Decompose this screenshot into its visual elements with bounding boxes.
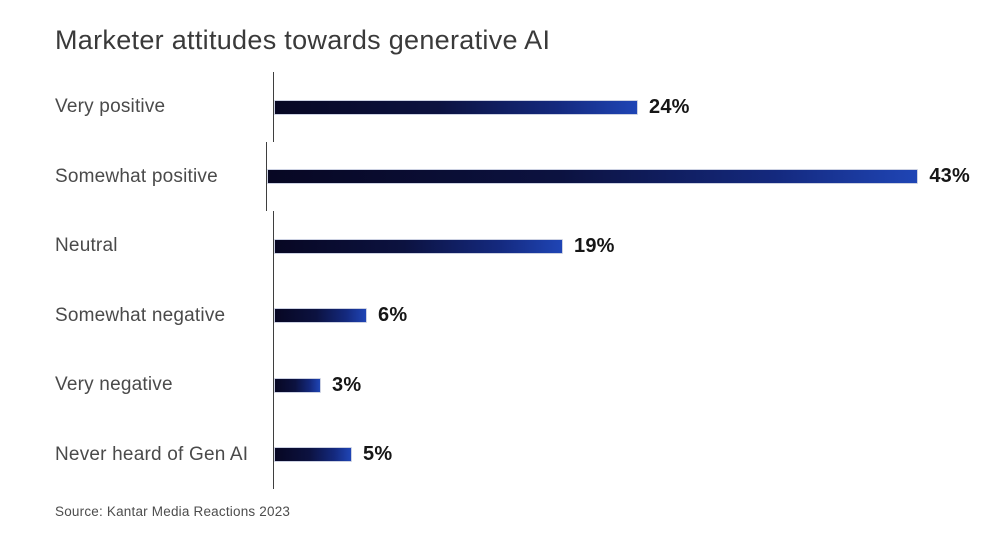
bar-track: 43% bbox=[266, 141, 970, 212]
category-label: Very positive bbox=[55, 96, 166, 118]
category-label: Very negative bbox=[55, 374, 173, 396]
chart-row: Neutral 19% bbox=[55, 211, 970, 281]
chart-row: Very positive 24% bbox=[55, 72, 970, 142]
bar bbox=[274, 447, 352, 463]
chart-row: Somewhat positive 43% bbox=[55, 141, 970, 212]
bar bbox=[274, 308, 367, 324]
bar-track: 19% bbox=[273, 211, 970, 281]
bar bbox=[274, 377, 321, 393]
category-label: Neutral bbox=[55, 235, 118, 257]
category-label: Somewhat negative bbox=[55, 304, 226, 326]
bar-track: 24% bbox=[273, 72, 970, 142]
bar bbox=[274, 238, 563, 254]
value-label: 43% bbox=[929, 165, 970, 188]
chart-row: Very negative 3% bbox=[55, 350, 970, 420]
bar bbox=[267, 169, 919, 185]
bar-track: 3% bbox=[273, 350, 970, 420]
chart-row: Never heard of Gen AI 5% bbox=[55, 419, 970, 490]
chart-title: Marketer attitudes towards generative AI bbox=[55, 25, 551, 55]
bar-track: 6% bbox=[273, 280, 970, 351]
bar-track: 5% bbox=[273, 419, 970, 490]
value-label: 24% bbox=[649, 95, 690, 118]
source-note: Source: Kantar Media Reactions 2023 bbox=[55, 504, 291, 520]
bar bbox=[274, 99, 638, 115]
value-label: 19% bbox=[574, 234, 615, 257]
plot-area: Very positive 24% Somewhat positive 43% … bbox=[55, 72, 970, 490]
value-label: 3% bbox=[332, 373, 362, 396]
category-label: Somewhat positive bbox=[55, 165, 218, 187]
value-label: 6% bbox=[378, 304, 408, 327]
chart-row: Somewhat negative 6% bbox=[55, 280, 970, 351]
value-label: 5% bbox=[363, 443, 393, 466]
category-label: Never heard of Gen AI bbox=[55, 443, 249, 465]
